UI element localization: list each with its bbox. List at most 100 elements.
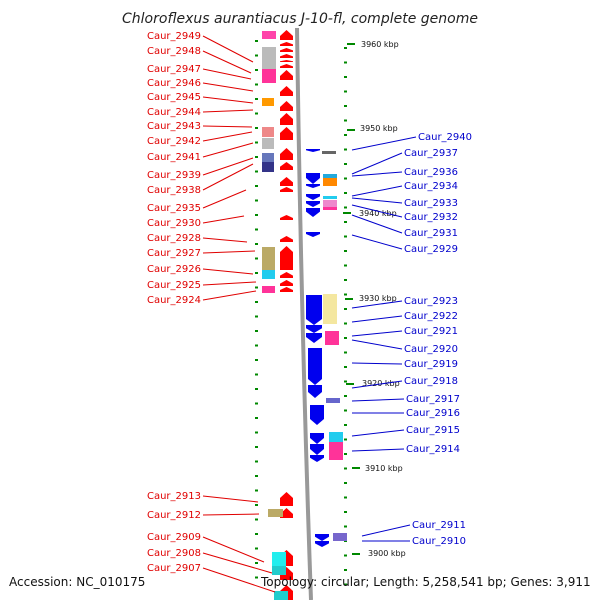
left-gene-label: Caur_2946	[147, 78, 201, 89]
right-gene-label: Caur_2919	[404, 359, 458, 370]
left-leader-line	[202, 142, 254, 158]
left-leader-line	[202, 68, 252, 80]
kbp-label: 3900 kbp	[368, 549, 406, 558]
reverse-gene-arrow	[308, 385, 322, 398]
right-tick-mark	[344, 105, 347, 107]
left-leader-line	[202, 109, 254, 113]
right-tick-mark	[344, 583, 347, 586]
left-leader-line	[202, 268, 254, 275]
right-gene-labels: Caur_2940 Caur_2937 Caur_2936 Caur_2934 Caur…	[351, 132, 472, 547]
left-tick-mark	[255, 330, 258, 332]
reverse-gene-arrow	[315, 534, 329, 541]
right-gene-label: Caur_2914	[406, 444, 460, 455]
left-tick-mark	[255, 228, 258, 231]
forward-gene-arrow	[280, 148, 293, 160]
left-leader-line	[202, 163, 254, 191]
left-tick-mark	[255, 504, 258, 506]
forward-gene-block	[268, 509, 283, 517]
left-tick-mark	[255, 547, 258, 550]
right-leader-line	[351, 197, 403, 204]
left-tick-mark	[255, 214, 258, 216]
forward-gene-arrow	[280, 30, 293, 40]
left-gene-label: Caur_2938	[147, 185, 201, 196]
left-tick-mark	[255, 576, 258, 579]
forward-gene-block	[262, 47, 276, 69]
left-leader-line	[202, 536, 265, 563]
left-gene-label: Caur_2924	[147, 295, 201, 306]
right-gene-label: Caur_2929	[404, 244, 458, 255]
forward-gene-block	[262, 286, 275, 293]
kbp-label: 3940 kbp	[359, 209, 397, 218]
left-leader-line	[202, 96, 254, 104]
right-gene-label: Caur_2936	[404, 167, 458, 178]
left-leader-line	[202, 50, 252, 74]
left-tick-mark	[255, 141, 258, 144]
reverse-gene-block	[329, 432, 343, 442]
forward-gene-arrow	[280, 70, 293, 80]
right-tick-mark	[344, 308, 347, 310]
forward-gene-arrow	[280, 187, 293, 192]
right-tick-mark	[344, 337, 347, 339]
left-tick-mark	[255, 40, 258, 42]
kbp-tick	[345, 298, 353, 300]
kbp-tick	[347, 129, 355, 131]
forward-gene-block	[272, 566, 286, 575]
right-leader-line	[351, 448, 405, 452]
right-leader-line	[351, 152, 403, 175]
right-tick-mark	[344, 395, 347, 397]
left-tick-mark	[255, 475, 258, 477]
reverse-gene-block	[322, 151, 336, 154]
right-gene-label: Caur_2915	[406, 425, 460, 436]
left-tick-mark	[255, 69, 258, 71]
right-leader-line	[351, 300, 403, 309]
left-leader-line	[202, 82, 254, 92]
reverse-gene-arrow	[306, 333, 322, 343]
forward-strand-features	[262, 30, 293, 600]
reverse-gene-arrow	[310, 444, 324, 455]
right-gene-label: Caur_2923	[404, 296, 458, 307]
forward-gene-arrow	[280, 492, 293, 506]
right-tick-mark	[344, 61, 347, 64]
left-tick-mark	[255, 301, 258, 303]
reverse-gene-arrow	[308, 348, 322, 385]
right-tick-mark	[344, 496, 347, 499]
forward-gene-arrow	[280, 177, 293, 186]
left-leader-line	[202, 513, 260, 516]
left-gene-label: Caur_2949	[147, 31, 201, 42]
left-gene-label: Caur_2928	[147, 233, 201, 244]
right-tick-mark	[344, 569, 347, 571]
right-tick-mark	[344, 438, 347, 441]
genome-summary-text: Topology: circular; Length: 5,258,541 bp…	[260, 575, 591, 589]
left-gene-label: Caur_2943	[147, 121, 201, 132]
right-tick-mark	[344, 482, 347, 484]
left-tick-mark	[255, 257, 258, 260]
reverse-gene-block	[323, 200, 337, 207]
left-leader-line	[202, 290, 257, 301]
left-tick-mark	[255, 344, 258, 347]
right-leader-line	[351, 330, 403, 337]
right-leader-line	[351, 136, 417, 151]
left-tick-mark	[255, 170, 258, 173]
left-tick-mark	[255, 54, 258, 57]
forward-gene-arrow	[280, 54, 293, 58]
left-leader-line	[202, 281, 257, 286]
left-leader-line	[202, 552, 273, 574]
left-gene-label: Caur_2927	[147, 248, 201, 259]
right-leader-line	[351, 339, 403, 350]
right-tick-mark	[344, 264, 347, 267]
forward-gene-arrow	[280, 508, 293, 518]
forward-gene-arrow	[280, 280, 293, 286]
right-gene-label: Caur_2911	[412, 520, 466, 531]
right-tick-mark	[344, 366, 347, 368]
forward-gene-arrow	[280, 86, 293, 96]
right-leader-line	[351, 214, 403, 234]
right-leader-line	[351, 185, 403, 197]
right-tick-mark	[344, 380, 347, 383]
right-leader-line	[351, 362, 403, 365]
kbp-tick	[352, 553, 360, 555]
left-tick-mark	[255, 272, 258, 274]
right-tick-mark	[344, 221, 347, 223]
forward-gene-arrow	[280, 127, 293, 140]
left-gene-label: Caur_2942	[147, 136, 201, 147]
